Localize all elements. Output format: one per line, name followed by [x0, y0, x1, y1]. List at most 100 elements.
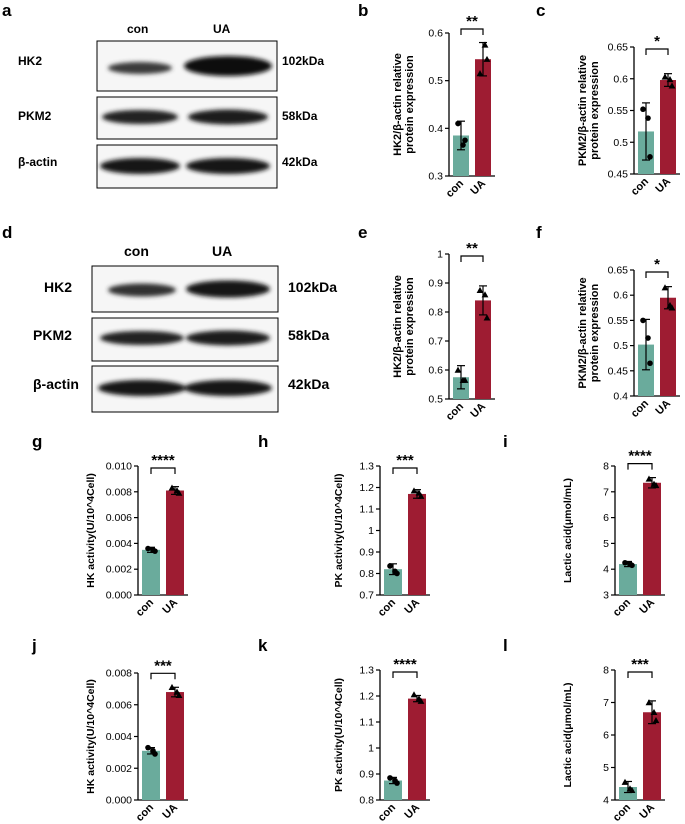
- data-point: [175, 691, 183, 698]
- data-point: [661, 73, 669, 80]
- y-axis-label: PKM2/β-actin relative: [577, 55, 589, 166]
- y-tick-label: 8: [603, 461, 609, 473]
- data-point: [476, 286, 484, 293]
- chart-e: 0.5 0.6 0.7 0.8 0.9 1 HK2/β-actin relative prot…: [392, 240, 495, 423]
- data-point: [410, 487, 418, 494]
- bar-UA: [408, 698, 426, 800]
- y-tick-label: 7: [603, 486, 609, 498]
- blot-a-mw: 58kDa: [282, 109, 318, 123]
- data-point: [461, 376, 469, 383]
- band: [186, 330, 270, 346]
- y-tick-label: 0.7: [359, 590, 374, 602]
- y-tick-label: 4: [603, 795, 609, 807]
- y-tick-label: 1.2: [359, 691, 374, 703]
- y-tick-label: 1.1: [359, 717, 374, 729]
- y-tick-label: 0.7: [428, 336, 443, 348]
- y-axis-label: protein expression: [404, 55, 416, 154]
- data-point: [483, 314, 491, 321]
- bar-UA: [660, 297, 676, 396]
- y-tick-label: 6: [603, 730, 609, 742]
- y-tick-label: 0.8: [359, 568, 374, 580]
- western-blot-d: con UA HK2 PKM2 β-actin 102kDa 58kDa 42k…: [33, 243, 337, 413]
- y-tick-label: 0.6: [428, 365, 443, 377]
- data-point: [645, 699, 653, 706]
- significance-stars: ****: [151, 452, 175, 469]
- panel-letter-a: a: [2, 1, 12, 20]
- y-axis-label: HK activity(U/10^4Cell): [85, 679, 97, 794]
- data-point: [652, 481, 660, 489]
- blot-d-mw: 42kDa: [288, 376, 329, 392]
- blot-a-lane-con: con: [127, 22, 148, 36]
- y-axis-label: HK2/β-actin relative: [392, 53, 404, 156]
- y-tick-label: 7: [603, 697, 609, 709]
- category-label: UA: [468, 401, 488, 421]
- significance-stars: ***: [154, 657, 172, 674]
- y-tick-label: 1: [368, 743, 374, 755]
- category-label: UA: [653, 176, 673, 196]
- band: [188, 109, 268, 125]
- data-point: [152, 548, 158, 554]
- band: [100, 331, 184, 345]
- category-label: con: [376, 596, 399, 619]
- data-point: [650, 708, 658, 715]
- data-point: [645, 335, 651, 341]
- blot-d-lane-ua: UA: [212, 243, 232, 259]
- panel-letter-b: b: [358, 1, 368, 20]
- category-label: UA: [637, 597, 657, 617]
- panel-letter-h: h: [258, 432, 268, 451]
- data-point: [462, 137, 468, 144]
- data-point: [652, 716, 660, 724]
- data-point: [394, 780, 400, 786]
- y-tick-label: 0.9: [359, 547, 374, 559]
- chart-i: 3 4 5 6 7 8 Lactic acid(μmol/mL) con UA ****: [562, 448, 665, 619]
- chart-b: 0.3 0.4 0.5 0.6 HK2/β-actin relative protein …: [392, 13, 495, 200]
- panel-letter-c: c: [536, 1, 545, 20]
- significance-stars: ****: [393, 656, 417, 673]
- blot-a-row-label: β-actin: [18, 155, 57, 169]
- data-point: [661, 284, 669, 291]
- data-point: [629, 562, 635, 569]
- y-tick-label: 0.008: [106, 668, 132, 680]
- y-tick-label: 8: [603, 665, 609, 677]
- blot-d-row-label: PKM2: [33, 327, 72, 343]
- data-point: [476, 70, 484, 77]
- category-label: con: [444, 177, 467, 200]
- bar-UA: [475, 300, 491, 399]
- y-tick-label: 0.010: [106, 461, 132, 473]
- category-label: con: [134, 801, 157, 824]
- significance-stars: ****: [628, 448, 652, 465]
- significance-bracket: [627, 463, 653, 470]
- data-point: [483, 55, 491, 62]
- significance-bracket: [150, 672, 176, 680]
- category-label: UA: [653, 398, 673, 418]
- y-tick-label: 0.55: [608, 315, 629, 327]
- y-axis-label: PK activity(U/10^4Cell): [333, 473, 345, 587]
- y-tick-label: 0.9: [359, 769, 374, 781]
- bar-con: [142, 750, 160, 800]
- western-blot-a: con UA HK2 PKM2 β-actin 102kDa 58kDa 42k…: [18, 22, 324, 189]
- bar-con: [142, 549, 160, 595]
- y-tick-label: 0.004: [106, 538, 132, 550]
- significance-stars: **: [466, 13, 478, 30]
- data-point: [394, 570, 400, 577]
- data-point: [645, 115, 651, 121]
- significance-bracket: [645, 271, 669, 278]
- y-tick-label: 4: [603, 564, 609, 576]
- blot-a-row-label: PKM2: [18, 109, 52, 123]
- blot-d-row-label: β-actin: [33, 376, 79, 392]
- y-axis-label: protein expression: [589, 284, 601, 383]
- data-point: [645, 475, 653, 482]
- y-tick-label: 0.65: [608, 42, 629, 54]
- y-tick-label: 0.5: [428, 394, 443, 406]
- data-point: [460, 142, 466, 148]
- y-tick-label: 0.004: [106, 731, 132, 743]
- y-tick-label: 5: [603, 762, 609, 774]
- chart-h: 0.7 0.8 0.9 1 1.1 1.2 1.3 PK activity(U/10^4Cel…: [333, 452, 430, 619]
- y-tick-label: 0.006: [106, 699, 132, 711]
- y-tick-label: 0.4: [613, 391, 628, 403]
- y-axis-label: HK activity(U/10^4Cell): [85, 473, 97, 588]
- data-point: [387, 563, 393, 569]
- blot-a-row-label: HK2: [18, 54, 42, 68]
- bar-UA: [166, 692, 184, 800]
